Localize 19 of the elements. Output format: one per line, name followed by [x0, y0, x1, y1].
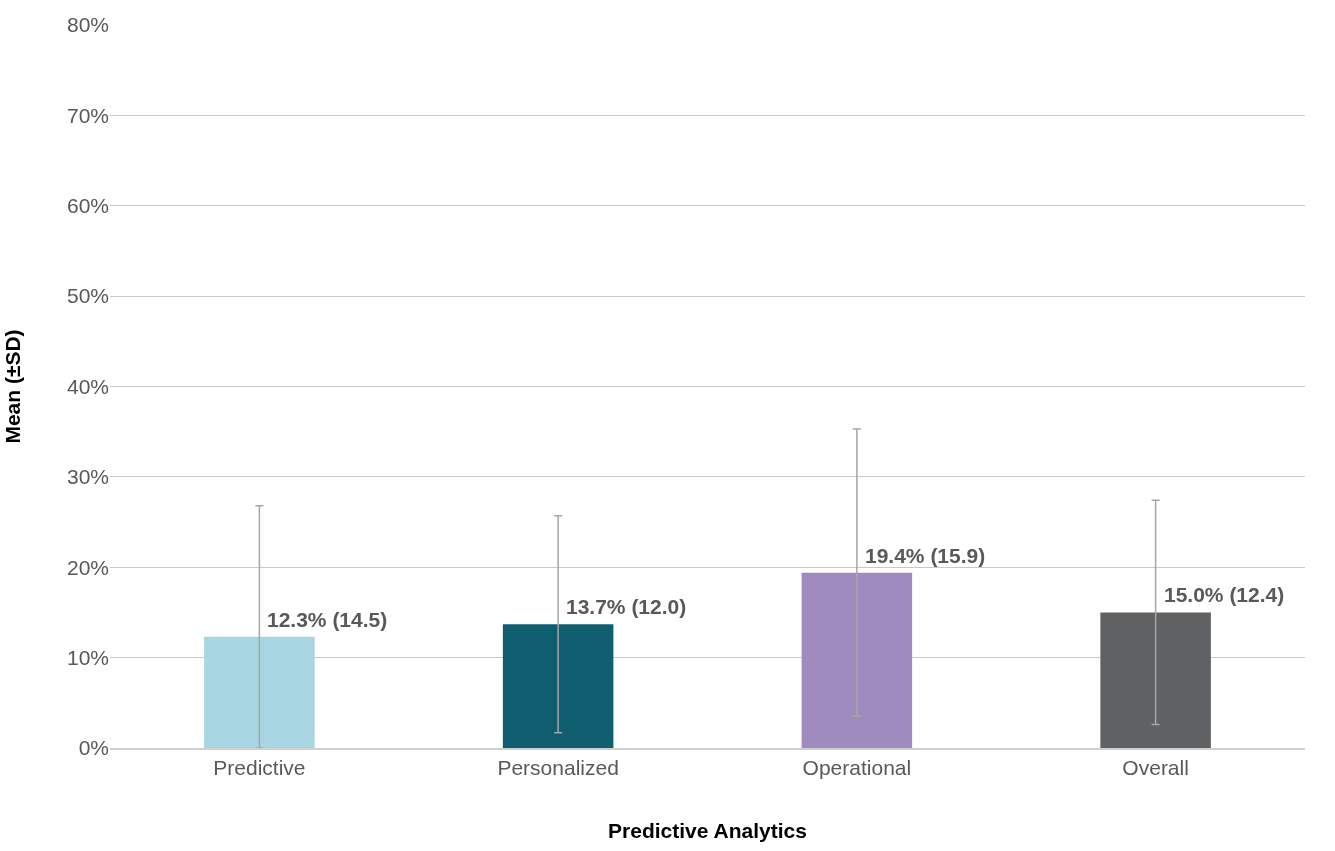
y-tick-label: 70% [66, 103, 109, 127]
data-label: 12.3% (14.5) [267, 608, 388, 631]
x-tick-label: Personalized [497, 755, 619, 779]
data-label: 13.7% (12.0) [566, 595, 687, 618]
x-tick-label: Operational [802, 755, 912, 779]
y-tick-label: 60% [66, 194, 109, 218]
y-tick-label: 40% [66, 374, 109, 398]
data-label: 19.4% (15.9) [865, 544, 986, 567]
y-axis-title: Mean (±SD) [1, 329, 25, 444]
y-tick-label: 0% [78, 736, 109, 760]
x-tick-label: Predictive [213, 755, 306, 779]
data-label: 15.0% (12.4) [1164, 583, 1285, 606]
y-tick-label: 10% [66, 645, 109, 669]
y-tick-label: 20% [66, 555, 109, 579]
x-tick-label: Overall [1122, 755, 1189, 779]
x-axis-title: Predictive Analytics [608, 818, 807, 842]
y-tick-label: 80% [66, 13, 109, 37]
y-tick-label: 50% [66, 284, 109, 308]
y-tick-label: 30% [66, 465, 109, 489]
